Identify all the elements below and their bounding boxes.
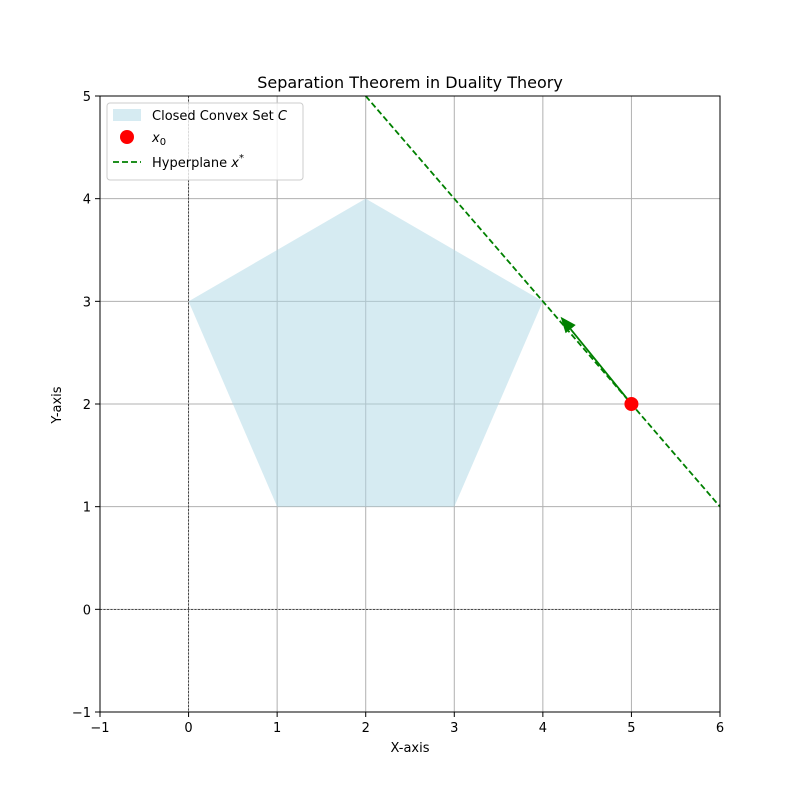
x-axis-label: X-axis	[391, 741, 430, 756]
y-tick-label: 3	[83, 295, 91, 310]
x-tick-label: 5	[627, 721, 635, 736]
legend-label-point: x0	[151, 131, 166, 148]
convex-set-polygon	[188, 198, 543, 507]
y-tick-label: 0	[83, 603, 91, 618]
reference-lines	[100, 96, 720, 712]
x-tick-label: 1	[273, 721, 281, 736]
x-tick-label: 2	[362, 721, 370, 736]
y-tick-label: 5	[83, 90, 91, 105]
y-axis-label: Y-axis	[50, 386, 65, 424]
x-tick-label: 4	[539, 721, 547, 736]
legend: Closed Convex Set C x0 Hyperplane x*	[106, 102, 304, 181]
normal-arrow-shaft	[569, 328, 633, 405]
legend-label-hyperplane: Hyperplane x*	[152, 153, 244, 171]
x-tick-label: 6	[716, 721, 724, 736]
legend-swatch-convex-set	[113, 109, 141, 121]
legend-swatch-point	[120, 130, 134, 144]
point-x0	[624, 397, 639, 411]
x-tick-label: −1	[90, 721, 109, 736]
x-tick-label: 0	[184, 721, 192, 736]
hyperplane-line	[365, 95, 721, 508]
legend-label-convex-set: Closed Convex Set C	[152, 109, 288, 124]
legend-box	[106, 102, 304, 181]
chart-title: Separation Theorem in Duality Theory	[257, 73, 563, 92]
x-tick-label: 3	[450, 721, 458, 736]
y-tick-label: 4	[83, 193, 91, 208]
y-tick-label: −1	[72, 706, 91, 721]
normal-arrow-head	[560, 316, 576, 334]
y-tick-label: 1	[83, 501, 91, 516]
axis-ticks: −1 0 1 2 3 4 5 6 −1 0 1 2 3 4 5	[72, 90, 724, 736]
y-tick-label: 2	[83, 398, 91, 413]
